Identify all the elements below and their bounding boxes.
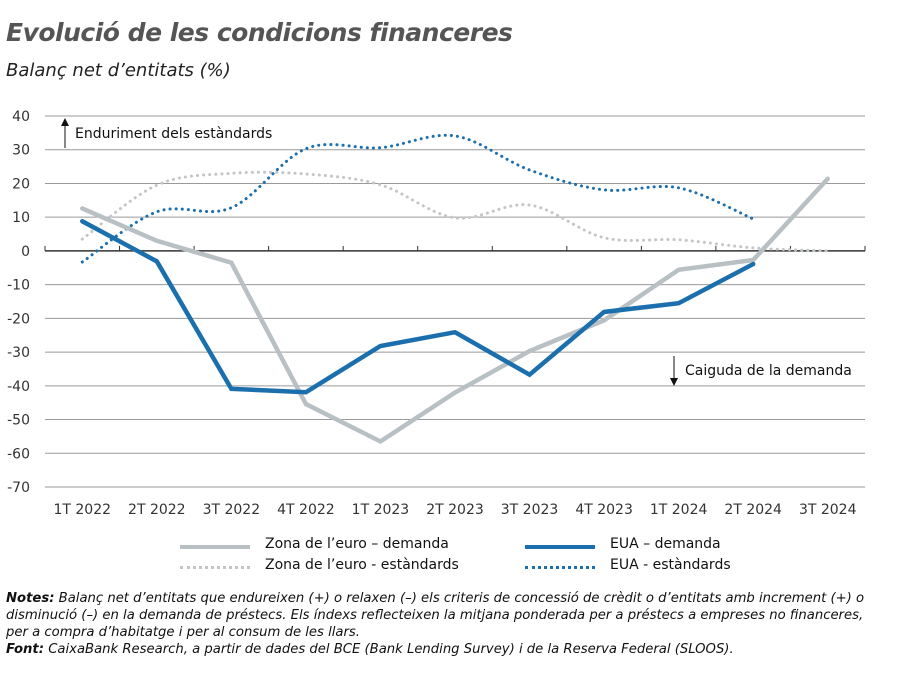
legend-item-euro-demand: Zona de l’euro – demanda	[180, 536, 449, 552]
x-tick-label: 4T 2022	[277, 502, 335, 518]
legend-label: Zona de l’euro - estàndards	[265, 557, 459, 573]
annotation-tightening: Enduriment dels estàndards	[61, 118, 272, 148]
y-tick-label: 0	[21, 244, 30, 260]
y-tick-label: 20	[12, 176, 30, 192]
x-tick-label: 1T 2024	[650, 502, 708, 518]
source-label: Font:	[6, 642, 45, 657]
legend-label: EUA – demanda	[610, 536, 721, 552]
x-tick-label: 2T 2022	[128, 502, 186, 518]
y-tick-label: 40	[12, 109, 30, 125]
series-line-3	[80, 133, 755, 264]
x-tick-label: 2T 2024	[724, 502, 782, 518]
x-tick-label: 1T 2022	[53, 502, 111, 518]
source-text: CaixaBank Research, a partir de dades de…	[44, 642, 734, 657]
y-tick-label: -20	[7, 311, 30, 327]
x-tick-label: 4T 2023	[575, 502, 633, 518]
annotation-demand-drop: Caiguda de la demanda	[670, 356, 852, 386]
arrow-up-icon	[61, 118, 69, 126]
notes-text: Balanç net d’entitats que endureixen (+)…	[6, 591, 865, 640]
x-tick-label: 2T 2023	[426, 502, 484, 518]
x-tick-label: 3T 2022	[203, 502, 261, 518]
y-tick-label: -60	[7, 446, 30, 462]
notes-label: Notes:	[6, 591, 55, 606]
legend-label: Zona de l’euro – demanda	[265, 536, 449, 552]
legend-item-euro-standards: Zona de l’euro - estàndards	[180, 557, 459, 573]
series-line-0	[80, 176, 830, 445]
legend-swatch	[525, 545, 595, 549]
y-tick-label: 30	[12, 143, 30, 159]
legend-item-us-demand: EUA – demanda	[525, 536, 721, 552]
y-tick-label: -10	[7, 278, 30, 294]
notes: Notes: Balanç net d’entitats que endurei…	[6, 590, 886, 658]
line-chart: 40 30 20 10 0 -10 -20 -30 -40 -50 -60 -70 1T 2022 2T …	[7, 109, 866, 518]
legend-swatch	[180, 566, 250, 569]
chart-title: Evolució de les condicions financeres	[6, 18, 513, 47]
y-tick-label: -70	[7, 480, 30, 496]
legend-label: EUA - estàndards	[610, 557, 731, 573]
arrow-down-icon	[670, 378, 678, 386]
legend-swatch	[525, 566, 595, 569]
legend-item-us-standards: EUA - estàndards	[525, 557, 731, 573]
x-tick-label: 3T 2024	[799, 502, 857, 518]
y-tick-label: -40	[7, 379, 30, 395]
x-tick-label: 3T 2023	[501, 502, 559, 518]
annotation-tightening-text: Enduriment dels estàndards	[75, 126, 272, 142]
chart-subtitle: Balanç net d’entitats (%)	[6, 60, 231, 81]
y-tick-label: -30	[7, 345, 30, 361]
x-tick-label: 1T 2023	[352, 502, 410, 518]
annotation-demand-text: Caiguda de la demanda	[685, 363, 852, 379]
y-tick-label: -50	[7, 413, 30, 429]
legend-swatch	[180, 545, 250, 549]
series-line-1	[80, 218, 756, 395]
y-tick-label: 10	[12, 210, 30, 226]
